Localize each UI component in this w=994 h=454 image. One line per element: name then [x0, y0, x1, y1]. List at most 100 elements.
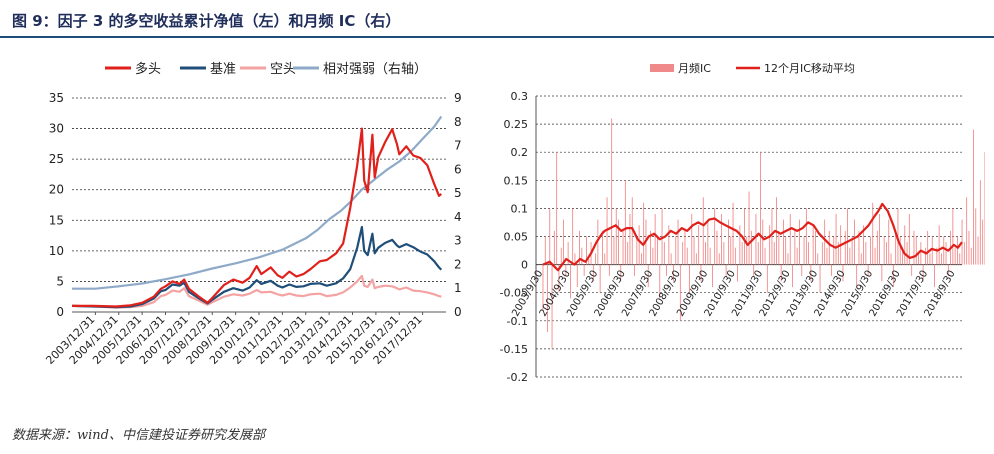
ic-bar — [549, 208, 551, 265]
y-tick-label: 0.2 — [511, 146, 529, 159]
y-tick-label-left: 5 — [56, 274, 64, 288]
y-tick-label: -0.05 — [500, 287, 528, 300]
y-tick-label-left: 20 — [49, 183, 64, 197]
ic-bar — [663, 242, 665, 265]
ic-bar — [963, 242, 965, 265]
ic-bar — [872, 202, 874, 265]
ic-bar — [643, 202, 645, 265]
y-tick-label-right: 0 — [454, 305, 462, 319]
ic-bar — [553, 230, 555, 265]
ic-bar — [700, 264, 702, 282]
ic-bar — [622, 230, 624, 265]
ic-bar — [631, 197, 633, 265]
ic-bar — [959, 253, 961, 265]
y-tick-label-right: 9 — [454, 91, 462, 105]
ic-bar — [744, 208, 745, 265]
ic-bar — [936, 247, 938, 265]
ic-bar — [728, 219, 729, 265]
ic-bar — [764, 247, 766, 265]
ic-bar — [579, 230, 580, 265]
ic-bar — [574, 253, 576, 265]
ic-bar — [661, 208, 663, 265]
ic-bar — [865, 242, 867, 265]
ic-bar — [755, 214, 757, 265]
ic-bar — [821, 242, 823, 265]
y-tick-label-left: 35 — [49, 91, 64, 105]
ic-bar — [602, 230, 603, 265]
ic-bar — [792, 264, 793, 288]
ic-bar — [730, 236, 732, 265]
ic-bar — [576, 264, 578, 288]
ic-bar — [565, 264, 567, 276]
ic-bar — [851, 236, 853, 265]
ic-bar — [824, 219, 826, 265]
ic-bar — [698, 225, 700, 265]
ic-bar — [773, 242, 775, 265]
legend-swatch-bar — [650, 64, 674, 72]
ic-bar — [556, 152, 558, 265]
ic-bar — [819, 264, 821, 293]
ic-bar — [588, 259, 590, 265]
ic-bar — [627, 242, 629, 265]
ic-bar — [867, 264, 869, 276]
ic-bar — [707, 219, 709, 265]
ic-bar — [812, 225, 814, 265]
ic-bar — [833, 236, 835, 265]
ic-bar — [966, 197, 968, 265]
ic-bar — [560, 247, 562, 265]
ic-bar — [558, 264, 560, 293]
ic-bar — [870, 236, 871, 265]
ic-bar — [762, 219, 764, 265]
ic-bar — [771, 208, 773, 265]
ic-bar — [757, 242, 759, 265]
y-tick-label-right: 6 — [454, 162, 462, 176]
ic-bar — [608, 264, 610, 276]
ic-bar — [783, 219, 784, 265]
ic-bar — [982, 219, 984, 265]
ic-bar — [922, 264, 924, 282]
ic-bar — [613, 236, 615, 265]
ic-bar — [677, 219, 679, 265]
ic-bar — [970, 247, 972, 265]
ic-bar — [979, 180, 981, 265]
ic-bar — [794, 230, 796, 265]
ic-bar — [801, 264, 803, 276]
y-tick-label: -0.1 — [507, 315, 528, 328]
y-tick-label-right: 7 — [454, 139, 462, 153]
y-tick-label-left: 30 — [49, 122, 64, 136]
ic-bar — [803, 236, 805, 265]
ic-bar — [647, 264, 649, 288]
ic-bar — [789, 214, 791, 265]
ic-bar — [913, 230, 915, 265]
ic-bar — [929, 253, 931, 265]
ic-bar — [592, 264, 594, 282]
ic-bar — [654, 214, 656, 265]
ic-bar — [718, 253, 720, 265]
ic-bar — [858, 230, 860, 265]
ic-bar — [721, 214, 722, 265]
ic-bar — [842, 264, 844, 282]
ic-bar — [876, 230, 878, 265]
ic-bar — [657, 236, 658, 265]
ic-bar — [961, 219, 963, 265]
ic-bar — [888, 219, 890, 265]
y-tick-label: 0 — [521, 259, 528, 272]
ic-bar — [581, 247, 583, 265]
ic-bar — [624, 180, 626, 265]
legend-label: 多头 — [135, 61, 161, 77]
ic-bar — [732, 202, 734, 265]
ic-bar — [734, 247, 736, 265]
ic-bar — [638, 225, 640, 265]
ic-bar — [906, 242, 908, 265]
ic-bar — [634, 264, 635, 276]
ic-bar — [586, 236, 587, 265]
y-tick-label-left: 15 — [49, 213, 64, 227]
ic-bar — [890, 253, 892, 265]
legend-label: 12个月IC移动平均 — [764, 62, 855, 75]
ic-bar — [892, 264, 894, 288]
source-note: 数据来源：wind、中信建投证券研究发展部 — [12, 428, 265, 443]
ic-bar — [778, 230, 780, 265]
ic-bar — [620, 264, 622, 282]
ic-bar — [945, 242, 947, 265]
ic-bar — [748, 191, 750, 265]
